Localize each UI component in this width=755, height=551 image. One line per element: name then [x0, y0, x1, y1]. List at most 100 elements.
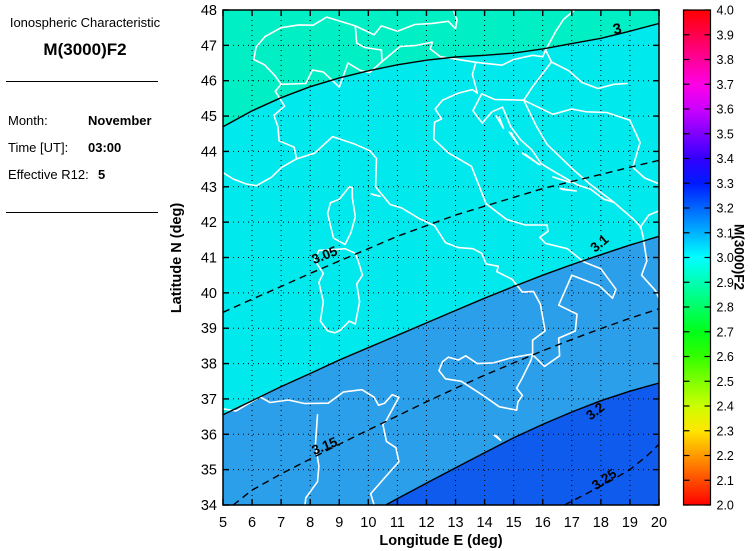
coastline-hungary-west-border — [544, 9, 576, 51]
y-tick-label: 35 — [201, 463, 217, 479]
coastline-island-korcula — [559, 187, 577, 192]
x-tick-label: 20 — [651, 515, 667, 531]
colorbar-tick-label: 2.8 — [717, 301, 734, 315]
y-tick-label: 37 — [201, 392, 217, 408]
coastline-africa-coast — [222, 388, 400, 506]
coastline-slovenia-italy-border — [471, 61, 479, 94]
colorbar-tick-label: 3.9 — [717, 28, 734, 42]
colorbar-tick-label: 2.0 — [717, 499, 734, 513]
colorbar-tick-label: 3.1 — [717, 226, 734, 240]
x-tick-label: 11 — [390, 515, 405, 531]
contour-label-3: 3 — [611, 20, 623, 38]
x-tick-label: 7 — [277, 515, 285, 531]
coastline-italy-coast — [295, 88, 617, 368]
colorbar-tick-label: 2.2 — [717, 449, 734, 463]
coastline-island-elba — [370, 193, 381, 198]
coastline-switzerland — [253, 16, 383, 88]
x-tick-label: 13 — [447, 515, 463, 531]
x-tick-label: 5 — [219, 515, 227, 531]
field-month-value: November — [88, 113, 152, 128]
coastline-bosnia-north-border — [523, 99, 631, 122]
coastline-france-italy-border — [273, 83, 298, 160]
coastline-slovenia-croatia-border — [480, 49, 553, 101]
fill-band-3.0-3.1 — [223, 23, 659, 415]
x-tick-label: 8 — [306, 515, 314, 531]
coastline-island-dugi — [521, 152, 541, 166]
contour-line-3.15 — [232, 308, 660, 506]
coastline-sardinia — [313, 247, 364, 334]
field-r12-label: Effective R12: — [8, 167, 89, 182]
y-tick-label: 34 — [201, 498, 217, 514]
contour-line-3.25 — [564, 443, 660, 506]
y-tick-label: 40 — [201, 286, 217, 302]
y-tick-label: 48 — [201, 3, 217, 19]
field-month: Month: November — [0, 113, 170, 129]
colorbar-tick-label: 3.0 — [717, 251, 734, 265]
fill-band-3.1-3.2 — [223, 236, 659, 506]
y-tick-label: 41 — [201, 251, 217, 267]
colorbar-tick-label: 2.1 — [717, 474, 734, 488]
x-tick-label: 6 — [248, 515, 256, 531]
x-tick-label: 15 — [506, 515, 522, 531]
coastline-bosnia-west-border — [523, 99, 615, 204]
y-axis-label: Latitude N (deg) — [169, 202, 185, 314]
coastline-algeria-tunisia-border — [304, 414, 320, 506]
panel-subtitle: M(3000)F2 — [43, 40, 127, 59]
colorbar-label: M(3000)F2 — [731, 223, 747, 291]
coastline-adriatic-east-coast — [472, 93, 660, 299]
coastline-corsica — [326, 186, 357, 246]
field-month-label: Month: — [8, 113, 48, 128]
field-time: Time [UT]: 03:00 — [0, 140, 170, 156]
y-tick-label: 45 — [201, 109, 217, 125]
x-tick-label: 18 — [593, 515, 609, 531]
coastline-austria-italy-border — [381, 41, 547, 66]
y-tick-label: 46 — [201, 74, 217, 90]
x-tick-label: 16 — [535, 515, 551, 531]
coastline-malta — [493, 434, 502, 442]
colorbar-tick-label: 3.2 — [717, 202, 734, 216]
coastline-austria-north-border — [354, 9, 458, 36]
contour-line-3 — [222, 22, 660, 128]
y-tick-label: 43 — [201, 180, 217, 196]
divider-bottom — [6, 212, 158, 213]
y-tick-label: 44 — [201, 144, 217, 160]
coastline-island-pag — [508, 131, 519, 146]
colorbar-tick-label: 2.7 — [717, 325, 734, 339]
panel-title: Ionospheric Characteristic — [9, 15, 161, 30]
colorbar-tick-label: 3.7 — [717, 78, 734, 92]
contour-line-3.1 — [222, 235, 660, 416]
coastline-island-brac — [552, 176, 572, 184]
colorbar-tick-label: 2.9 — [717, 276, 734, 290]
y-tick-label: 47 — [201, 38, 217, 54]
x-tick-label: 14 — [477, 515, 493, 531]
field-r12-value: 5 — [98, 167, 106, 182]
y-tick-label: 42 — [201, 215, 217, 231]
x-tick-label: 10 — [360, 515, 376, 531]
contour-line-3.05 — [222, 159, 660, 313]
coastline-sicily — [438, 353, 534, 411]
x-tick-label: 9 — [335, 515, 343, 531]
colorbar-tick-label: 3.3 — [717, 177, 734, 191]
x-tick-label: 19 — [622, 515, 638, 531]
y-tick-label: 39 — [201, 321, 217, 337]
field-time-value: 03:00 — [88, 140, 122, 155]
colorbar-tick-label: 2.5 — [717, 375, 734, 389]
coastline-montenegro-albania-border — [639, 210, 660, 229]
info-panel: Ionospheric Characteristic M(3000)F2 Mon… — [0, 0, 170, 300]
y-tick-label: 38 — [201, 357, 217, 373]
colorbar-tick-label: 3.4 — [717, 152, 734, 166]
colorbar-tick-label: 2.3 — [717, 424, 734, 438]
coastline-french-coast — [222, 158, 298, 187]
fill-band-below-3.0 — [223, 10, 659, 127]
colorbar-tick-label: 2.6 — [717, 350, 734, 364]
x-tick-label: 12 — [418, 515, 434, 531]
x-axis-label: Longitude E (deg) — [379, 533, 503, 549]
field-time-label: Time [UT]: — [8, 140, 69, 155]
colorbar-tick-label: 2.4 — [717, 400, 734, 414]
colorbar-tick-label: 3.5 — [717, 127, 734, 141]
contour-line-3.2 — [385, 382, 660, 506]
x-tick-label: 17 — [564, 515, 580, 531]
y-tick-label: 36 — [201, 427, 217, 443]
fill-band-above-3.2 — [385, 383, 659, 505]
